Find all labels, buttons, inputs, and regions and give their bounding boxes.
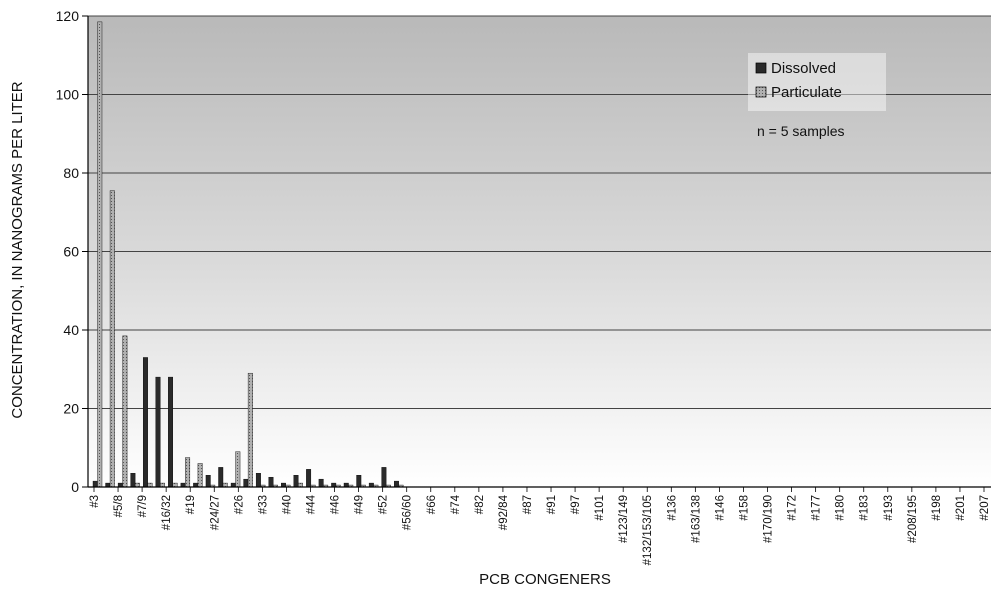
y-tick-label: 80: [63, 165, 79, 181]
y-tick-label: 60: [63, 244, 79, 260]
axes: 0 20 40 60 80 100 120 #3 #5/8 #7/9 #16/32 #19 #24/27…: [56, 8, 991, 565]
bar-particulate: [197, 463, 203, 488]
x-tick-label: #180: [835, 495, 847, 521]
x-tick-label: #16/32: [161, 495, 173, 530]
x-tick-label: #97: [570, 495, 582, 514]
bar-particulate: [97, 21, 103, 488]
sample-count-annotation: n = 5 samples: [757, 123, 845, 139]
x-tick-label: #177: [811, 495, 823, 521]
x-tick-label: #7/9: [137, 495, 149, 517]
x-tick-label: #92/84: [498, 494, 510, 530]
x-tick-label: #123/149: [618, 495, 630, 543]
x-tick-label: #208/195: [907, 495, 919, 543]
x-tick-label: #198: [931, 495, 943, 521]
bar-dissolved: [268, 476, 274, 488]
x-tick-label: #183: [859, 495, 871, 521]
x-tick-label: #26: [233, 495, 245, 514]
x-tick-label: #201: [955, 495, 967, 521]
bar-dissolved: [205, 475, 211, 488]
bar-particulate: [109, 190, 115, 488]
x-tick-label: #56/60: [402, 495, 414, 530]
x-tick-label: #82: [474, 495, 486, 514]
x-tick-label: #46: [330, 495, 342, 514]
legend-swatch-particulate: [755, 86, 767, 98]
bar-dissolved: [168, 376, 174, 488]
y-tick-label: 40: [63, 322, 79, 338]
x-tick-label: #24/27: [209, 495, 221, 530]
x-tick-label: #136: [666, 495, 678, 521]
x-tick-label: #193: [883, 495, 895, 521]
legend-swatch-dissolved: [755, 62, 767, 74]
x-tick-label: #158: [738, 495, 750, 521]
bar-dissolved: [243, 478, 249, 488]
bar-dissolved: [381, 467, 387, 488]
x-tick-label: #170/190: [763, 495, 775, 543]
x-tick-label: #101: [594, 495, 606, 521]
x-tick-label: #49: [354, 495, 366, 514]
legend: Dissolved Particulate: [748, 53, 886, 111]
bar-dissolved: [92, 480, 98, 488]
bar-dissolved: [356, 475, 362, 488]
x-tick-label: #3: [89, 495, 101, 508]
x-tick-label: #40: [281, 495, 293, 514]
x-tick-label: #5/8: [113, 495, 125, 517]
bar-dissolved: [306, 469, 312, 488]
bar-dissolved: [142, 357, 148, 488]
legend-background: [748, 53, 886, 111]
bar-particulate: [185, 457, 191, 488]
x-axis-title: PCB CONGENERS: [479, 571, 611, 588]
bar-particulate: [235, 451, 241, 488]
bar-dissolved: [293, 475, 299, 488]
y-tick-label: 120: [56, 8, 80, 24]
x-tick-label: #91: [546, 495, 558, 514]
x-tick-label: #44: [305, 494, 317, 514]
x-tick-label: #132/153/105: [642, 495, 654, 565]
bar-dissolved: [394, 480, 399, 488]
gridlines: [88, 15, 991, 409]
y-tick-label: 0: [71, 479, 79, 495]
y-tick-label: 20: [63, 401, 79, 417]
bar-dissolved: [318, 478, 324, 488]
bar-dissolved: [130, 473, 136, 488]
legend-label-particulate: Particulate: [771, 84, 842, 101]
x-tick-label: #74: [450, 494, 462, 514]
x-tick-label: #19: [185, 495, 197, 514]
bar-particulate: [122, 335, 128, 488]
bar-dissolved: [255, 473, 261, 488]
bar-particulate: [247, 372, 253, 488]
x-tick-label: #163/138: [690, 495, 702, 543]
x-tick-label: #52: [378, 495, 390, 514]
x-tick-label: #146: [714, 495, 726, 521]
bar-dissolved: [155, 376, 161, 488]
y-axis-title: CONCENTRATION, IN NANOGRAMS PER LITER: [9, 81, 26, 418]
x-tick-label: #33: [257, 495, 269, 514]
bar-dissolved: [218, 467, 224, 488]
x-tick-label: #207: [979, 495, 991, 521]
x-tick-label: #172: [787, 495, 799, 521]
x-tick-label: #66: [426, 495, 438, 514]
x-tick-label: #87: [522, 495, 534, 514]
bars: [92, 21, 404, 488]
y-tick-label: 100: [56, 87, 80, 103]
legend-label-dissolved: Dissolved: [771, 60, 836, 77]
